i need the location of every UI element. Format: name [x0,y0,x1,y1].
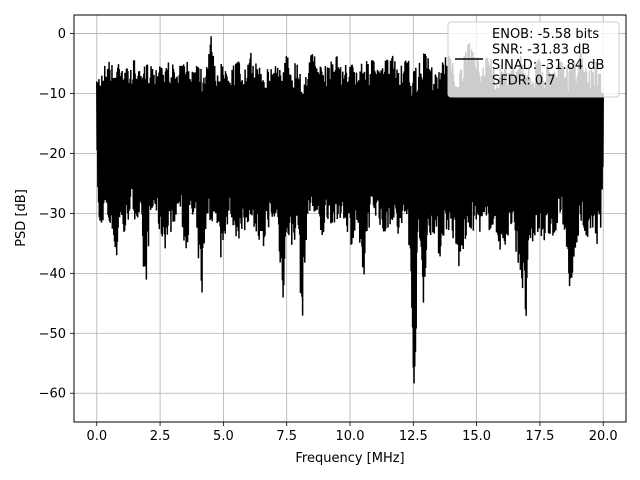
y-axis: 0 −10 −20 −30 −40 −50 −60 [39,27,74,402]
plot-area [96,36,604,384]
y-tick-label: 0 [58,27,66,42]
y-axis-label: PSD [dB] [14,189,29,247]
legend-entry-label: ENOB: -5.58 bits SNR: -31.83 dB SINAD: -31… [492,27,604,89]
legend: ENOB: -5.58 bits SNR: -31.83 dB SINAD: -31… [447,21,620,98]
x-tick-label: 0.0 [86,429,107,444]
y-tick-label: −40 [39,267,66,282]
y-tick-label: −50 [39,327,66,342]
y-tick-label: −60 [39,387,66,402]
x-tick-label: 17.5 [525,429,554,444]
y-tick-label: −20 [39,147,66,162]
legend-box [447,21,620,98]
psd-series-line [96,36,604,384]
y-tick-label: −30 [39,207,66,222]
x-tick-label: 20.0 [589,429,618,444]
x-tick-label: 2.5 [150,429,171,444]
x-axis-label: Frequency [MHz] [295,451,404,466]
x-tick-label: 7.5 [276,429,297,444]
x-tick-label: 15.0 [462,429,491,444]
x-tick-label: 12.5 [399,429,428,444]
x-tick-label: 10.0 [336,429,365,444]
y-tick-label: −10 [39,87,66,102]
x-tick-label: 5.0 [213,429,234,444]
x-axis: 0.0 2.5 5.0 7.5 10.0 12.5 15.0 17.5 20.0 [86,422,618,444]
